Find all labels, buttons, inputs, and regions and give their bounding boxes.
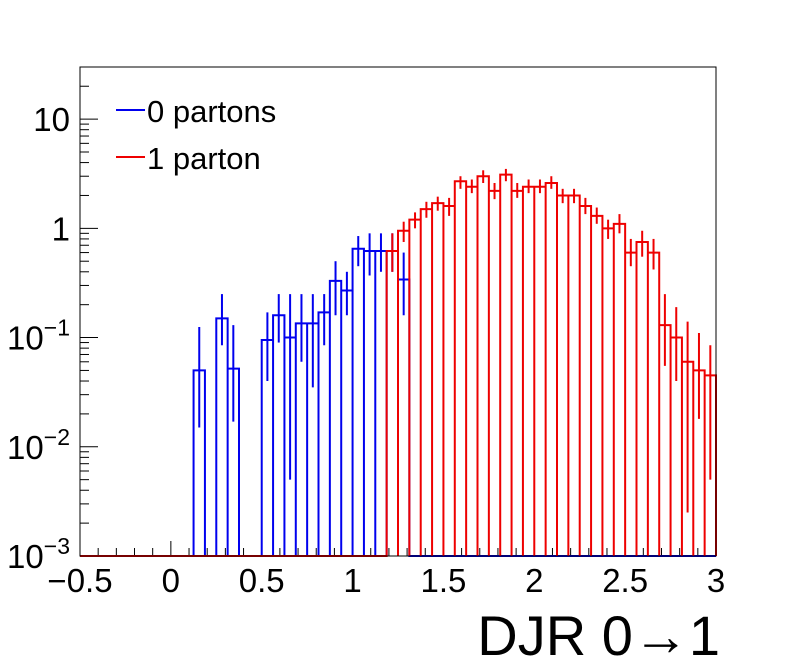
y-tick-label: 10−2: [7, 424, 70, 466]
x-tick-label: 0.5: [239, 562, 285, 599]
x-tick-label: 1: [343, 562, 361, 599]
legend-label-1-parton: 1 parton: [147, 141, 261, 176]
x-tick-label: −0.5: [47, 562, 112, 599]
x-tick-label: 0: [162, 562, 180, 599]
legend-label-0-partons: 0 partons: [147, 94, 276, 129]
legend: 0 partons 1 parton: [116, 94, 276, 176]
x-tick-label: 1.5: [420, 562, 466, 599]
x-tick-label: 3: [707, 562, 725, 599]
y-tick-label: 10−1: [7, 315, 70, 357]
x-tick-label: 2: [525, 562, 543, 599]
y-tick-label: 1: [52, 210, 70, 247]
x-axis-title: DJR 0→1: [477, 604, 720, 667]
x-tick-label: 2.5: [602, 562, 648, 599]
series-1-parton: [80, 168, 717, 557]
plot-frame: [79, 66, 717, 557]
series-layer: [80, 168, 717, 557]
y-tick-label: 10: [33, 101, 70, 138]
histogram-outline: [80, 173, 717, 557]
y-tick-label: 10−3: [7, 533, 70, 575]
tick-labels: −0.5 0 0.5 1 1.5 2 2.5 3 10−3 10−2 10−1 1 10: [7, 101, 725, 599]
